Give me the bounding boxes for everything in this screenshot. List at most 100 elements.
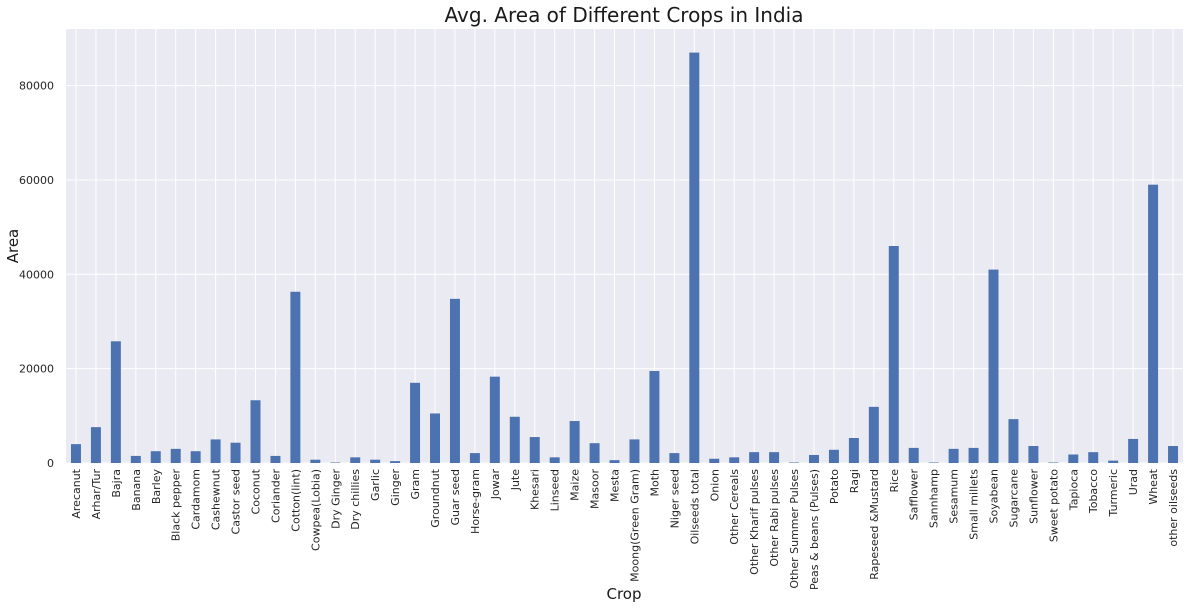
x-tick-label: Urad	[1127, 469, 1140, 495]
bar	[828, 449, 839, 463]
bar	[649, 371, 660, 463]
y-tick-labels: 0 20000 40000 60000 80000	[19, 80, 54, 470]
x-tick-label: Sugarcane	[1007, 469, 1020, 528]
x-tick-label: Cashewnut	[210, 468, 223, 530]
bar	[1108, 460, 1119, 463]
y-axis-label: Area	[4, 229, 22, 264]
bar	[190, 451, 201, 463]
x-tick-label: Horse-gram	[469, 469, 482, 534]
x-tick-label: Tapioca	[1067, 469, 1080, 511]
x-tick-label: Cotton(lint)	[289, 469, 302, 532]
bar	[709, 458, 720, 463]
bar	[110, 341, 121, 463]
x-tick-label: Arhar/Tur	[90, 469, 103, 520]
x-tick-label: Tobacco	[1087, 469, 1100, 514]
x-tick-label: Masoor	[589, 469, 602, 509]
x-tick-label: Gram	[409, 469, 422, 500]
bar	[1008, 419, 1019, 463]
x-tick-label: Other Cereals	[728, 469, 741, 545]
x-tick-label: Small millets	[968, 469, 981, 540]
x-tick-label: other oilseeds	[1167, 469, 1180, 547]
x-tick-label: Coconut	[249, 468, 262, 514]
y-tick-label: 0	[47, 457, 54, 470]
bar	[689, 52, 700, 464]
x-tick-label: Banana	[130, 469, 143, 511]
bar	[90, 427, 101, 463]
x-tick-label: Dry Ginger	[329, 469, 342, 529]
bars	[70, 52, 1179, 464]
x-tick-label: Potato	[828, 469, 841, 504]
x-tick-label: Mesta	[609, 469, 622, 502]
bar	[509, 416, 520, 463]
bar	[230, 442, 241, 463]
bar	[70, 444, 81, 463]
bar	[888, 246, 899, 463]
x-tick-label: Arecanut	[70, 468, 83, 518]
x-tick-label: Black pepper	[170, 469, 183, 542]
bar	[529, 437, 540, 463]
bar	[848, 437, 859, 463]
bar	[569, 421, 580, 463]
bar	[769, 452, 780, 463]
x-tick-label: Guar seed	[449, 469, 462, 526]
bar	[1168, 446, 1179, 463]
x-tick-label: Garlic	[369, 469, 382, 501]
x-tick-label: Barley	[150, 469, 163, 505]
x-tick-label: Jowar	[489, 469, 502, 501]
bar	[988, 269, 999, 463]
x-tick-label: Rice	[888, 469, 901, 493]
bar	[170, 448, 181, 463]
x-tick-label: Cowpea(Lobia)	[309, 469, 322, 551]
bar	[868, 406, 879, 463]
x-tick-label: Sunflower	[1027, 469, 1040, 524]
x-tick-label: Safflower	[908, 469, 921, 521]
x-tick-label: Sannhamp	[928, 469, 941, 528]
x-tick-label: Ragi	[848, 469, 861, 493]
x-tick-label: Coriander	[269, 469, 282, 523]
bar	[669, 453, 680, 463]
bar	[968, 447, 979, 463]
x-tick-label: Moth	[648, 469, 661, 497]
x-axis-label: Crop	[606, 585, 641, 603]
bar	[469, 453, 480, 463]
bar	[729, 457, 740, 463]
x-tick-label: Other Summer Pulses	[788, 469, 801, 589]
x-tick-label: Castor seed	[230, 469, 243, 534]
bar	[1128, 438, 1139, 463]
bar	[250, 400, 261, 463]
bar	[449, 298, 460, 463]
chart-title: Avg. Area of Different Crops in India	[445, 3, 804, 27]
x-tick-labels: Arecanut Arhar/Tur Bajra Banana Barley Black …	[70, 468, 1180, 590]
bar	[1028, 446, 1039, 463]
bar	[908, 447, 919, 463]
bar	[270, 455, 281, 463]
bar	[609, 460, 620, 463]
x-tick-label: Groundnut	[429, 468, 442, 527]
bar	[1148, 184, 1159, 463]
bar	[430, 413, 440, 463]
bar	[1068, 454, 1079, 463]
bar	[1088, 452, 1099, 463]
x-tick-label: Oilseeds total	[688, 469, 701, 544]
bar	[948, 448, 959, 463]
x-tick-label: Sesamum	[948, 469, 961, 524]
bar	[489, 376, 500, 463]
x-tick-label: Linseed	[549, 469, 562, 511]
bar	[589, 443, 600, 463]
x-tick-label: Soyabean	[988, 469, 1001, 523]
bar	[390, 461, 401, 463]
x-tick-label: Ginger	[389, 469, 402, 506]
bar	[370, 459, 381, 463]
x-tick-label: Wheat	[1147, 468, 1160, 504]
bar	[629, 439, 640, 463]
x-tick-label: Dry chillies	[349, 469, 362, 530]
x-tick-label: Moong(Green Gram)	[628, 469, 641, 582]
plot-area	[66, 29, 1183, 463]
x-tick-label: Rapeseed &Mustard	[868, 469, 881, 580]
x-tick-label: Turmeric	[1107, 469, 1120, 517]
x-tick-label: Cardamom	[190, 469, 203, 530]
bar	[809, 454, 819, 463]
bar	[749, 452, 760, 463]
bar	[350, 457, 361, 463]
